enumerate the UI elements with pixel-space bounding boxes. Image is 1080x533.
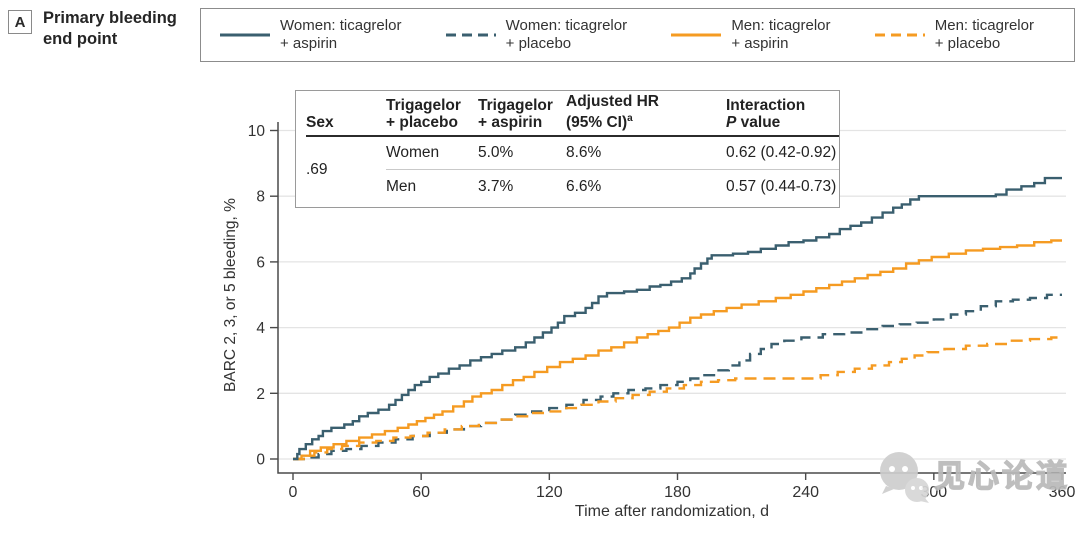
y-tick-label: 4 (256, 320, 265, 337)
legend-label: Men: ticagrelor + aspirin (731, 17, 830, 53)
x-tick-label: 360 (1049, 484, 1076, 501)
series-line-women-placebo (293, 293, 1062, 461)
table-cell-women-placebo: 5.0% (478, 137, 566, 170)
table-header-placebo: Trigagelor + placebo (386, 92, 478, 137)
table-cell-interaction-p-value: .69 (306, 161, 328, 178)
legend-item-men-aspirin: Men: ticagrelor + aspirin (670, 17, 831, 53)
x-tick-label: 60 (412, 484, 430, 501)
axis-lines (277, 122, 1066, 474)
x-tick-label: 240 (792, 484, 819, 501)
y-tick-label: 10 (248, 123, 266, 140)
legend-line-swatch-solid-orange-icon (670, 31, 722, 39)
legend-label-line2: + placebo (934, 35, 1001, 52)
watermark-text: 见心论道 (933, 458, 1070, 494)
chart-legend: Women: ticagrelor + aspirin Women: ticag… (200, 8, 1075, 62)
series-line-women-aspirin (293, 176, 1062, 461)
legend-label-line1: Women: ticagrelor (280, 17, 402, 34)
table-cell-men-aspirin: 6.6% (566, 177, 602, 195)
panel-title: Primary bleeding end point (43, 8, 177, 50)
legend-item-women-aspirin: Women: ticagrelor + aspirin (219, 17, 401, 53)
legend-label-line1: Men: ticagrelor (731, 17, 831, 34)
legend-label: Women: ticagrelor + aspirin (280, 17, 401, 53)
series-line-men-aspirin (293, 239, 1062, 461)
legend-label: Men: ticagrelor + placebo (935, 17, 1034, 53)
x-tick-label: 120 (536, 484, 563, 501)
watermark: 见心论道 (872, 450, 1070, 504)
legend-label-line1: Women: ticagrelor (505, 17, 628, 34)
panel-letter-badge: A (8, 10, 32, 34)
table-cell-women-aspirin: 8.6% (566, 137, 726, 170)
panel-header: A Primary bleeding end point (8, 8, 177, 50)
y-tick-label: 8 (256, 189, 265, 206)
y-tick-label: 2 (256, 386, 265, 403)
table-cell-women-hr: 0.62 (0.42-0.92) (726, 137, 839, 170)
legend-label-line2: + aspirin (731, 35, 789, 52)
table-header-adjusted-hr: Adjusted HR (95% CI)a (566, 92, 726, 137)
legend-label-line1: Men: ticagrelor (934, 17, 1034, 34)
legend-line-swatch-dashed-orange-icon (874, 31, 926, 39)
y-tick-label: 0 (256, 452, 265, 469)
legend-line-swatch-dashed-teal-icon (445, 31, 497, 39)
legend-item-men-placebo: Men: ticagrelor + placebo (874, 17, 1034, 53)
inset-results-table: Sex Trigagelor + placebo Trigagelor + aspi… (295, 90, 840, 208)
table-cell-men-sex: Men (386, 177, 417, 195)
legend-label-line2: + aspirin (280, 35, 338, 52)
table-cell-women-sex: Women (386, 137, 478, 170)
legend-label: Women: ticagrelor + placebo (506, 17, 627, 53)
x-tick-label: 180 (664, 484, 691, 501)
table-cell-men-placebo: 3.7% (478, 177, 514, 195)
table-header-interaction-p: Interaction P value (726, 92, 839, 137)
table-header-sex: Sex (306, 92, 386, 137)
y-tick-label: 6 (256, 254, 265, 271)
legend-item-women-placebo: Women: ticagrelor + placebo (445, 17, 627, 53)
table-header-aspirin: Trigagelor + aspirin (478, 92, 566, 137)
legend-label-line2: + placebo (505, 35, 572, 52)
panel-title-line1: Primary bleeding (43, 9, 177, 27)
series-line-men-placebo (293, 336, 1062, 461)
wechat-chat-bubbles-icon (880, 452, 929, 503)
x-axis-title: Time after randomization, d (574, 503, 770, 520)
x-tick-label: 0 (289, 484, 298, 501)
panel-title-line2: end point (43, 30, 118, 48)
legend-line-swatch-solid-teal-icon (219, 31, 271, 39)
table-cell-men-hr: 0.57 (0.44-0.73) (726, 177, 837, 195)
